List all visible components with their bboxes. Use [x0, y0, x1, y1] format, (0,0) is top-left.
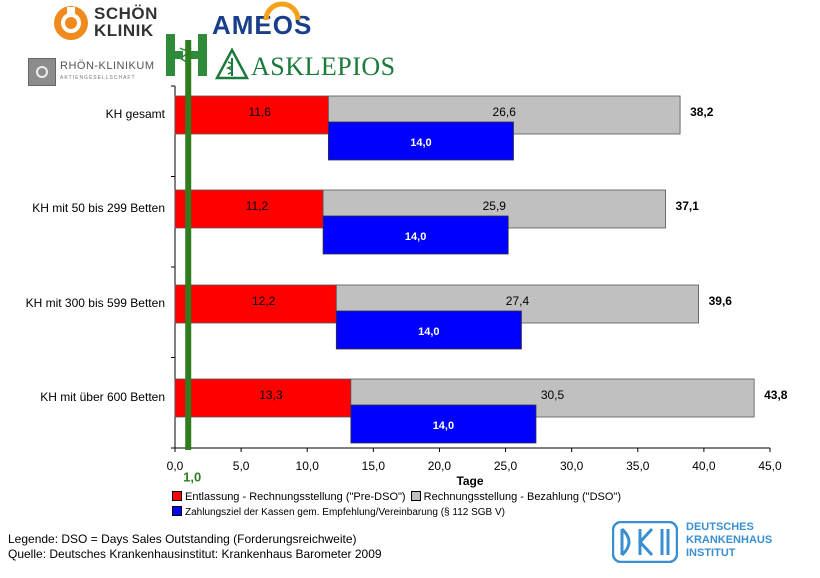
- x-tick-label: 40,0: [692, 459, 716, 473]
- category-label: KH mit 50 bis 299 Betten: [32, 201, 165, 215]
- x-tick-label: 10,0: [296, 459, 320, 473]
- bar-zahlungsziel-label: 14,0: [410, 137, 431, 149]
- legend-swatch-gray: [410, 491, 421, 501]
- bar-zahlungsziel: [327, 121, 514, 161]
- rhoen-sub: AKTIENGESELLSCHAFT: [60, 75, 136, 81]
- bar-dso-label: 25,9: [483, 199, 507, 213]
- bar-zahlungsziel-label: 14,0: [405, 231, 426, 243]
- category-label: KH gesamt: [106, 107, 166, 121]
- schoen-line2: KLINIK: [94, 21, 154, 40]
- bar-pre-dso: [174, 284, 337, 324]
- rhoen-klinikum-logo: RHÖN-KLINIKUM AKTIENGESELLSCHAFT: [28, 58, 168, 88]
- rhoen-icon: [28, 58, 56, 86]
- category-label: KH mit über 600 Betten: [40, 390, 165, 404]
- bar-pre-dso-label: 13,3: [259, 388, 283, 402]
- bar-pre-dso: [174, 95, 329, 135]
- legend-item-3: Zahlungsziel der Kassen gem. Empfehlung/…: [185, 507, 505, 518]
- x-tick-label: 30,0: [560, 459, 584, 473]
- asklepios-text: ASKLEPIOS: [251, 52, 396, 81]
- x-tick-label: 35,0: [626, 459, 650, 473]
- category-label: KH mit 300 bis 599 Betten: [26, 296, 165, 310]
- bar-dso-label: 26,6: [493, 105, 517, 119]
- bar-dso-label: 27,4: [506, 294, 530, 308]
- asklepios-logo: ASKLEPIOS: [215, 48, 405, 82]
- x-tick-label: 15,0: [362, 459, 386, 473]
- legend-swatch-blue: [172, 506, 182, 516]
- total-label: 37,1: [676, 199, 700, 213]
- legend-row-2: Zahlungsziel der Kassen gem. Empfehlung/…: [172, 506, 621, 518]
- dki-line1: DEUTSCHES: [686, 521, 754, 533]
- note-legend: Legende: DSO = Days Sales Outstanding (F…: [8, 532, 357, 546]
- schoen-klinik-icon: [54, 6, 88, 40]
- bar-pre-dso-label: 12,2: [252, 294, 276, 308]
- bar-pre-dso-label: 11,6: [248, 105, 271, 119]
- notes: Legende: DSO = Days Sales Outstanding (F…: [8, 532, 382, 562]
- schoen-line1: SCHÖN: [94, 4, 158, 23]
- x-axis-title: Tage: [456, 474, 483, 488]
- total-label: 39,6: [709, 294, 733, 308]
- x-tick-label: 45,0: [758, 459, 782, 473]
- total-label: 38,2: [690, 105, 714, 119]
- x-tick-label: 5,0: [233, 459, 250, 473]
- legend: Entlassung - Rechnungsstellung ("Pre-DSO…: [172, 491, 621, 518]
- x-tick-label: 0,0: [167, 459, 184, 473]
- asklepios-icon: [215, 48, 249, 80]
- bar-pre-dso: [174, 378, 352, 418]
- dki-line3: INSTITUT: [686, 547, 736, 559]
- total-label: 43,8: [764, 388, 788, 402]
- bar-zahlungsziel: [350, 404, 537, 444]
- legend-swatch-red: [172, 491, 182, 501]
- bar-zahlungsziel-label: 14,0: [433, 420, 454, 432]
- legend-row-1: Entlassung - Rechnungsstellung ("Pre-DSO…: [172, 491, 621, 503]
- bar-zahlungsziel: [322, 215, 509, 255]
- x-tick-label: 20,0: [428, 459, 452, 473]
- bar-zahlungsziel-label: 14,0: [418, 326, 439, 338]
- ameos-sun-icon: [263, 1, 301, 21]
- dki-logo: DEUTSCHES KRANKENHAUS INSTITUT: [612, 519, 812, 569]
- legend-item-2: Rechnungsstellung - Bezahlung ("DSO"): [423, 491, 621, 503]
- schoen-klinik-logo: SCHÖN KLINIK: [52, 2, 172, 42]
- legend-item-1: Entlassung - Rechnungsstellung ("Pre-DSO…: [185, 491, 406, 503]
- rhoen-name: RHÖN-KLINIKUM: [60, 60, 155, 72]
- bar-chart: 0,0 5,0 10,0 15,0 20,0 25,0 30,0 35,0 40,0 45,0 KH…: [26, 40, 788, 488]
- bar-dso-label: 30,5: [541, 388, 565, 402]
- dki-line2: KRANKENHAUS: [686, 534, 773, 546]
- bar-pre-dso-label: 11,2: [246, 199, 269, 213]
- note-source: Quelle: Deutsches Krankenhausinstitut: K…: [8, 547, 382, 561]
- dki-icon: [612, 521, 678, 563]
- plot-area: 0,0 5,0 10,0 15,0 20,0 25,0 30,0 35,0 40,0 45,0 KH…: [26, 40, 788, 488]
- reference-line-label: 1,0: [183, 469, 201, 484]
- reference-line: [185, 40, 192, 450]
- x-tick-label: 25,0: [494, 459, 518, 473]
- bar-zahlungsziel: [335, 310, 522, 350]
